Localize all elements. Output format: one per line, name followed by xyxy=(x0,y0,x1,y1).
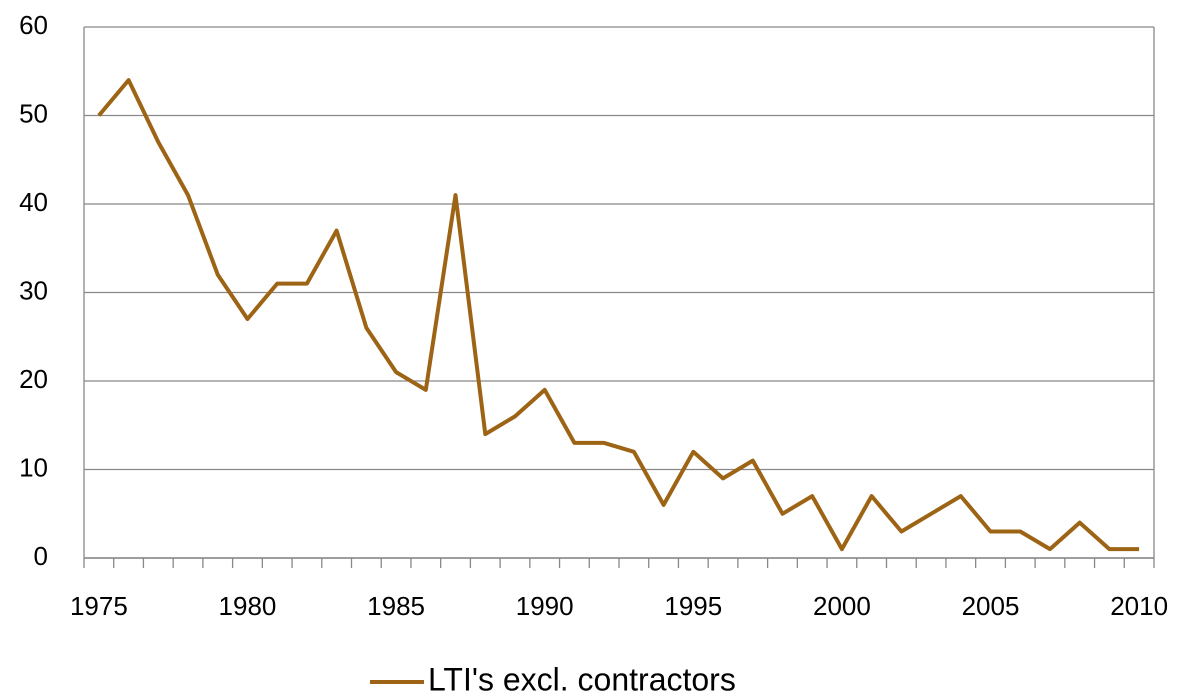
y-tick-label: 40 xyxy=(19,187,48,217)
x-tick-label: 1980 xyxy=(219,591,277,621)
y-tick-label: 20 xyxy=(19,364,48,394)
x-tick-label: 1985 xyxy=(367,591,425,621)
line-series xyxy=(97,78,1140,552)
y-tick-label: 60 xyxy=(19,10,48,40)
y-tick-label: 30 xyxy=(19,275,48,305)
x-tick-label: 2005 xyxy=(962,591,1020,621)
y-tick-label: 0 xyxy=(34,541,48,571)
legend-label: LTI's excl. contractors xyxy=(428,661,736,697)
x-tick-label: 1975 xyxy=(70,591,128,621)
x-tick-label: 1990 xyxy=(516,591,574,621)
y-tick-label: 50 xyxy=(19,98,48,128)
x-tick-label: 2010 xyxy=(1110,591,1168,621)
x-tick-label: 2000 xyxy=(813,591,871,621)
y-tick-label: 10 xyxy=(19,452,48,482)
x-tick-label: 1995 xyxy=(664,591,722,621)
